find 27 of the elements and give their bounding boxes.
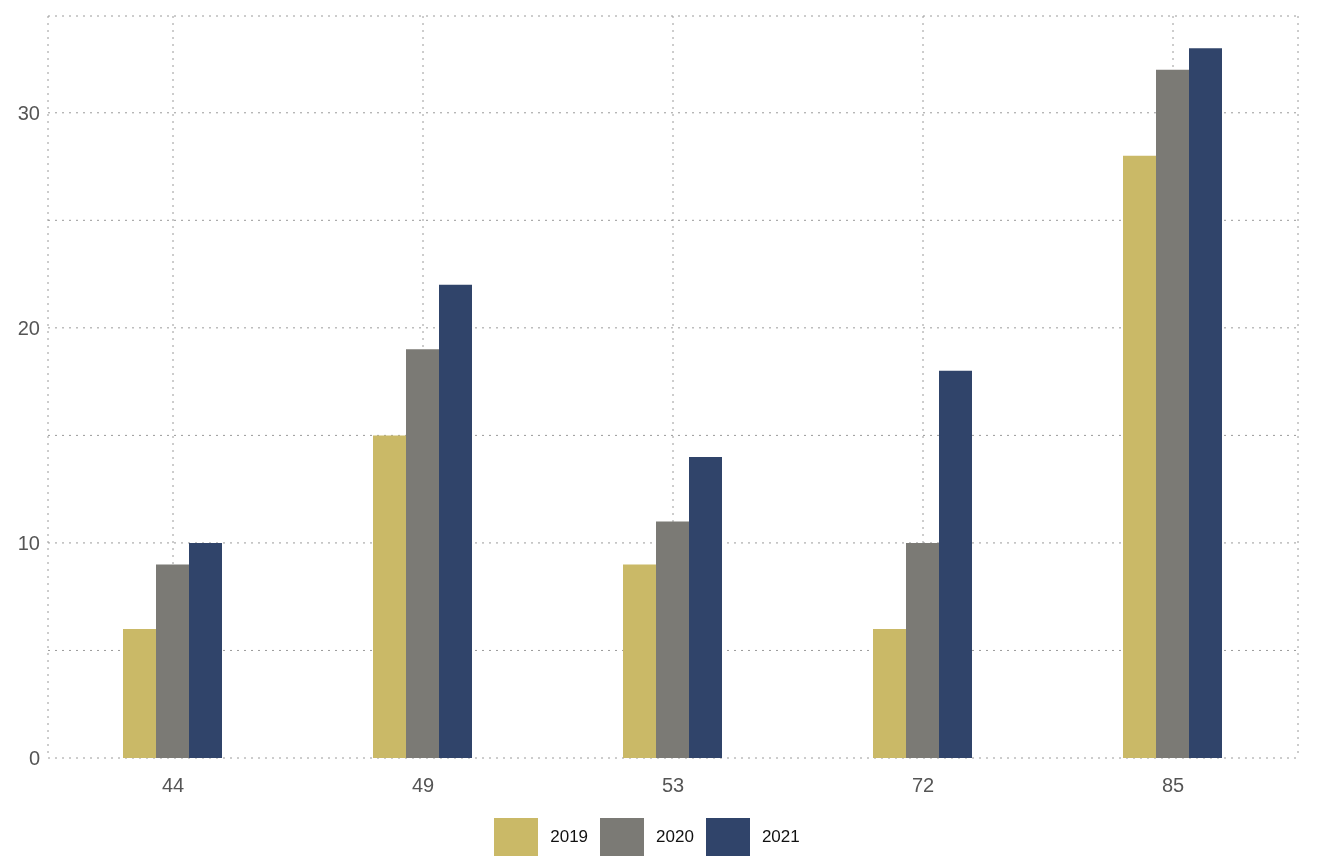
legend-label: 2020	[656, 827, 694, 847]
legend-label: 2021	[761, 827, 800, 847]
bar	[123, 628, 156, 758]
y-tick-label: 0	[28, 747, 40, 770]
bar	[439, 284, 472, 758]
bar	[156, 564, 189, 758]
y-tick-label: 20	[17, 316, 40, 339]
bar	[656, 521, 689, 758]
bar	[623, 564, 656, 758]
y-tick-label: 10	[17, 532, 40, 555]
x-tick-label: 53	[661, 774, 685, 797]
bar	[189, 542, 222, 758]
x-tick-label: 44	[161, 774, 185, 797]
bar	[873, 628, 906, 758]
legend-label: 2019	[550, 827, 589, 847]
bar	[689, 456, 722, 758]
bar	[1189, 48, 1222, 758]
x-tick-label: 85	[1161, 774, 1185, 797]
bar	[906, 542, 939, 758]
bar	[1123, 155, 1156, 758]
x-tick-label: 72	[911, 774, 935, 797]
x-tick-label: 49	[411, 774, 435, 797]
bar	[1156, 69, 1189, 758]
bar	[939, 370, 972, 758]
bar	[406, 349, 439, 758]
bar	[373, 435, 406, 758]
y-tick-label: 30	[17, 101, 40, 124]
